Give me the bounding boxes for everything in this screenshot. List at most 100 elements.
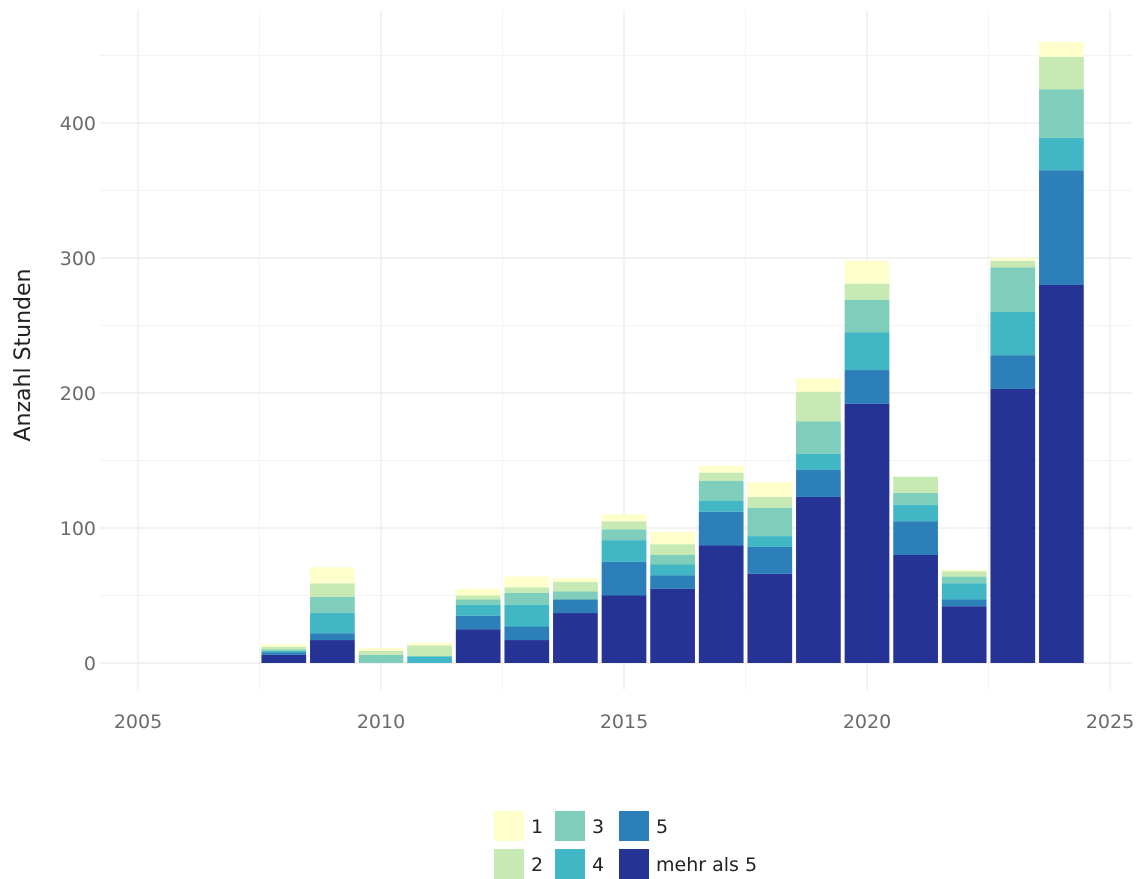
bar-segment — [310, 596, 355, 614]
bar-segment — [553, 582, 598, 592]
bar-segment — [358, 654, 404, 663]
bar-segment — [553, 577, 598, 582]
bar-segment — [553, 591, 598, 600]
bar-segment — [990, 355, 1036, 389]
bar-segment — [261, 650, 307, 653]
bar-segment — [796, 453, 841, 470]
bar-segment — [698, 480, 744, 501]
bar-segment — [844, 332, 890, 371]
bar-segment — [990, 260, 1036, 268]
legend-item: 3 — [555, 811, 604, 841]
legend-item: 5 — [619, 811, 668, 841]
bar-segment — [407, 642, 452, 646]
bar-segment — [893, 505, 938, 522]
bar-stack-2014 — [553, 577, 598, 663]
bar-stack-2010 — [358, 648, 404, 663]
bar-segment — [796, 421, 841, 454]
x-tick-label: 2005 — [114, 711, 162, 733]
bar-segment — [650, 532, 695, 545]
legend-item: 4 — [555, 849, 604, 879]
bar-segment — [1039, 56, 1084, 90]
bar-stack-2017 — [698, 465, 744, 663]
bar-segment — [358, 650, 404, 655]
bar-stack-2021 — [893, 476, 938, 663]
bar-segment — [601, 514, 647, 522]
bar-stack-2019 — [796, 378, 841, 663]
bar-segment — [747, 546, 793, 574]
bar-segment — [698, 545, 744, 663]
bar-segment — [310, 633, 355, 641]
bars — [261, 42, 1084, 663]
bar-segment — [893, 492, 938, 506]
bar-segment — [1039, 137, 1084, 171]
bar-segment — [601, 529, 647, 541]
bar-segment — [310, 613, 355, 634]
bar-segment — [455, 604, 501, 616]
bar-segment — [261, 654, 307, 663]
bar-segment — [650, 544, 695, 555]
bar-segment — [261, 644, 307, 647]
legend-swatch — [619, 849, 649, 879]
bar-segment — [1039, 42, 1084, 57]
x-tick-label: 2015 — [600, 711, 648, 733]
legend-item: 1 — [494, 811, 543, 841]
bar-segment — [941, 569, 987, 572]
bar-segment — [310, 583, 355, 597]
y-axis-ticks: 0 100 200 300 400 — [60, 113, 96, 675]
bar-segment — [698, 465, 744, 473]
bar-segment — [504, 592, 550, 605]
bar-segment — [747, 482, 793, 497]
bar-segment — [990, 312, 1036, 356]
legend-label: 1 — [531, 816, 543, 838]
legend: 1 2 3 4 5 mehr als 5 — [494, 811, 757, 879]
legend-label: mehr als 5 — [656, 854, 757, 876]
legend-item: 2 — [494, 849, 543, 879]
bar-segment — [844, 370, 890, 404]
bar-segment — [941, 583, 987, 600]
bar-segment — [796, 469, 841, 497]
bar-segment — [990, 267, 1036, 312]
bar-segment — [261, 646, 307, 650]
bar-segment — [407, 645, 452, 657]
legend-swatch — [555, 849, 585, 879]
bar-stack-2020 — [844, 260, 890, 663]
bar-stack-2015 — [601, 514, 647, 663]
bar-segment — [893, 476, 938, 493]
legend-label: 5 — [656, 816, 668, 838]
bar-segment — [941, 599, 987, 607]
bar-stack-2009 — [310, 567, 355, 663]
bar-stack-2012 — [455, 588, 501, 663]
bar-segment — [990, 258, 1036, 261]
bar-segment — [504, 587, 550, 593]
y-tick-label: 0 — [84, 653, 96, 675]
legend-item: mehr als 5 — [619, 849, 757, 879]
bar-segment — [310, 640, 355, 663]
bar-segment — [698, 501, 744, 512]
bar-segment — [747, 536, 793, 547]
bar-segment — [650, 575, 695, 589]
bar-segment — [1039, 89, 1084, 138]
bar-segment — [455, 588, 501, 596]
x-tick-label: 2010 — [357, 711, 405, 733]
bar-segment — [1039, 170, 1084, 285]
bar-stack-2016 — [650, 532, 695, 663]
bar-segment — [504, 626, 550, 641]
bar-segment — [601, 561, 647, 596]
y-tick-label: 300 — [60, 248, 96, 270]
bar-segment — [261, 649, 307, 651]
y-axis-label: Anzahl Stunden — [11, 269, 36, 442]
bar-segment — [941, 606, 987, 663]
bar-segment — [1039, 285, 1084, 663]
bar-segment — [455, 595, 501, 600]
legend-swatch — [555, 811, 585, 841]
bar-segment — [990, 388, 1036, 663]
y-tick-label: 400 — [60, 113, 96, 135]
y-tick-label: 100 — [60, 518, 96, 540]
bar-segment — [407, 656, 452, 663]
bar-segment — [941, 576, 987, 584]
bar-segment — [504, 604, 550, 627]
bar-stack-2024 — [1039, 42, 1084, 663]
bar-segment — [310, 567, 355, 584]
bar-stack-2008 — [261, 644, 307, 663]
